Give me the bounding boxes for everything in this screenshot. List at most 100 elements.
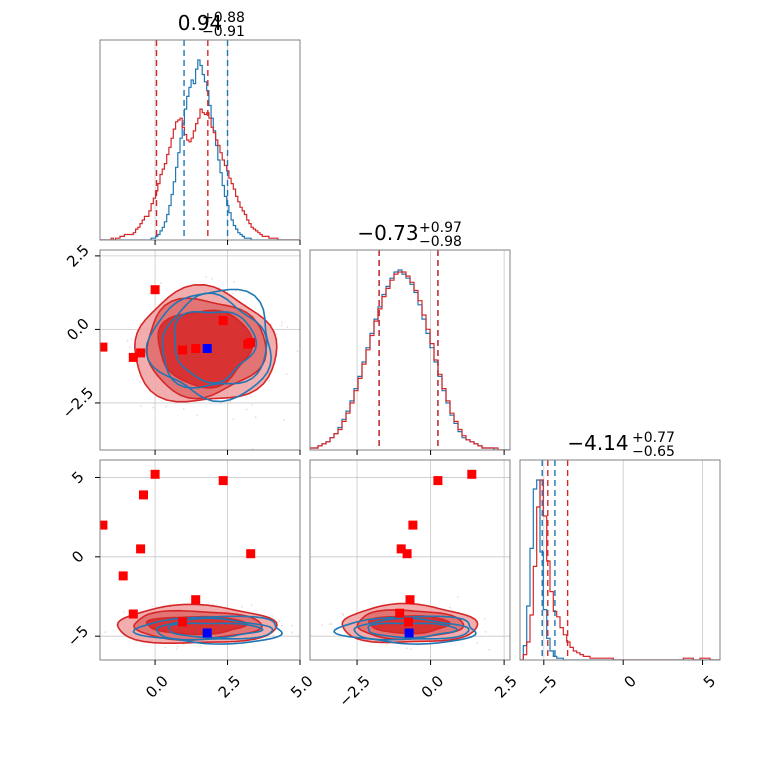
ytick-label-2-0: −5 (64, 622, 92, 650)
sample-dot (291, 631, 293, 634)
sample-dot (278, 620, 281, 623)
xtick-label-2-2: 5 (700, 672, 719, 691)
sample-dot (126, 339, 129, 342)
red-marker-1 (118, 571, 128, 581)
red-marker-7 (467, 469, 477, 479)
contour-blue-2 (132, 615, 284, 645)
red-marker-7 (191, 595, 201, 605)
panel-diag0-frame (99, 39, 301, 241)
hist-blue-1 (310, 269, 510, 450)
blue-marker-0 (202, 628, 212, 638)
panel-diag2-frame (519, 459, 721, 661)
red-marker-6 (218, 316, 228, 326)
sample-dot (199, 645, 202, 647)
ytick-label-1-0: −2.5 (59, 384, 97, 422)
panel-pair_1_0-frame (99, 249, 301, 451)
red-marker-5 (404, 617, 413, 627)
ytick-label-2-2: 5 (68, 468, 87, 487)
hist-panel-1 (310, 250, 510, 450)
hist-red-1 (310, 271, 510, 450)
red-marker-2 (402, 549, 412, 559)
sample-dot (168, 603, 171, 605)
sample-dot (205, 276, 208, 278)
sample-dot (165, 405, 168, 408)
scatter-panel-pair_1_0 (100, 276, 299, 450)
sample-dot (280, 324, 283, 327)
sample-dot (488, 648, 491, 651)
sample-dot (405, 647, 408, 650)
red-marker-6 (433, 476, 443, 486)
sample-dot (151, 605, 154, 608)
red-marker-8 (243, 339, 253, 349)
sample-dot (211, 277, 214, 280)
sample-dot (321, 624, 324, 626)
sample-dot (245, 408, 248, 411)
red-marker-3 (136, 544, 146, 554)
sample-dot (307, 627, 309, 629)
red-marker-4 (178, 345, 188, 355)
ytick-label-2-1: 0 (68, 547, 87, 566)
sample-dot (483, 617, 486, 620)
sample-dot (265, 637, 267, 639)
sample-dot (226, 280, 229, 283)
sample-dot (159, 282, 162, 285)
sample-dot (271, 615, 274, 617)
title-param-1: −0.73 (357, 221, 418, 245)
sample-dot (476, 642, 479, 644)
contour-blue-1 (353, 617, 470, 641)
sample-dot (281, 321, 283, 324)
title-param-1-plus: +0.97 (419, 220, 462, 236)
xtick-label-1-0: −2.5 (335, 672, 373, 710)
sample-dot (283, 419, 285, 421)
red-marker-8 (218, 476, 228, 486)
sample-dot (164, 646, 167, 649)
sample-dot (139, 405, 142, 407)
sample-dot (233, 280, 236, 283)
sample-dot (448, 606, 451, 609)
sample-dot (128, 346, 131, 349)
sample-dot (296, 350, 299, 353)
red-marker-5 (150, 469, 160, 479)
blue-marker-0 (202, 344, 212, 353)
sample-dot (139, 381, 142, 383)
scatter-panel-pair_2_1 (310, 469, 491, 651)
sample-dot (98, 634, 100, 636)
blue-marker-0 (404, 628, 414, 638)
sample-dot (286, 326, 289, 328)
xtick-label-0-1: 2.5 (215, 672, 245, 702)
sample-dot (175, 648, 178, 650)
red-marker-5 (191, 344, 201, 353)
hist-red-2 (520, 479, 720, 660)
title-param-0-plus: +0.88 (202, 10, 245, 26)
contour-blue-1 (155, 617, 274, 641)
red-marker-0 (408, 520, 418, 530)
red-marker-0 (100, 520, 108, 530)
sample-dot (290, 624, 293, 627)
red-marker-0 (100, 342, 108, 352)
panel-pair_2_1-frame (309, 459, 511, 661)
sample-dot (182, 408, 185, 410)
hist-panel-2 (520, 460, 720, 660)
red-marker-3 (136, 348, 146, 358)
sample-dot (342, 614, 345, 617)
red-marker-3 (405, 595, 415, 605)
red-marker-4 (139, 490, 148, 500)
ytick-label-1-1: 0.0 (63, 315, 93, 345)
sample-dot (196, 414, 199, 417)
red-marker-2 (128, 352, 138, 362)
xtick-label-1-1: 0.0 (418, 672, 448, 702)
red-marker-9 (246, 549, 256, 559)
sample-dot (251, 404, 253, 406)
title-param-2-plus: +0.77 (632, 430, 675, 446)
sample-dot (285, 373, 288, 375)
xtick-label-0-2: 5.0 (287, 672, 317, 702)
contour-blue-2 (145, 288, 273, 403)
title-param-1-minus: −0.98 (419, 234, 462, 250)
panel-pair_2_0-frame (99, 459, 301, 661)
sample-dot (244, 303, 247, 306)
sample-dot (104, 631, 107, 634)
sample-dot (410, 648, 412, 651)
ytick-label-1-2: 2.5 (63, 241, 93, 271)
title-param-2: −4.14 (567, 431, 628, 455)
